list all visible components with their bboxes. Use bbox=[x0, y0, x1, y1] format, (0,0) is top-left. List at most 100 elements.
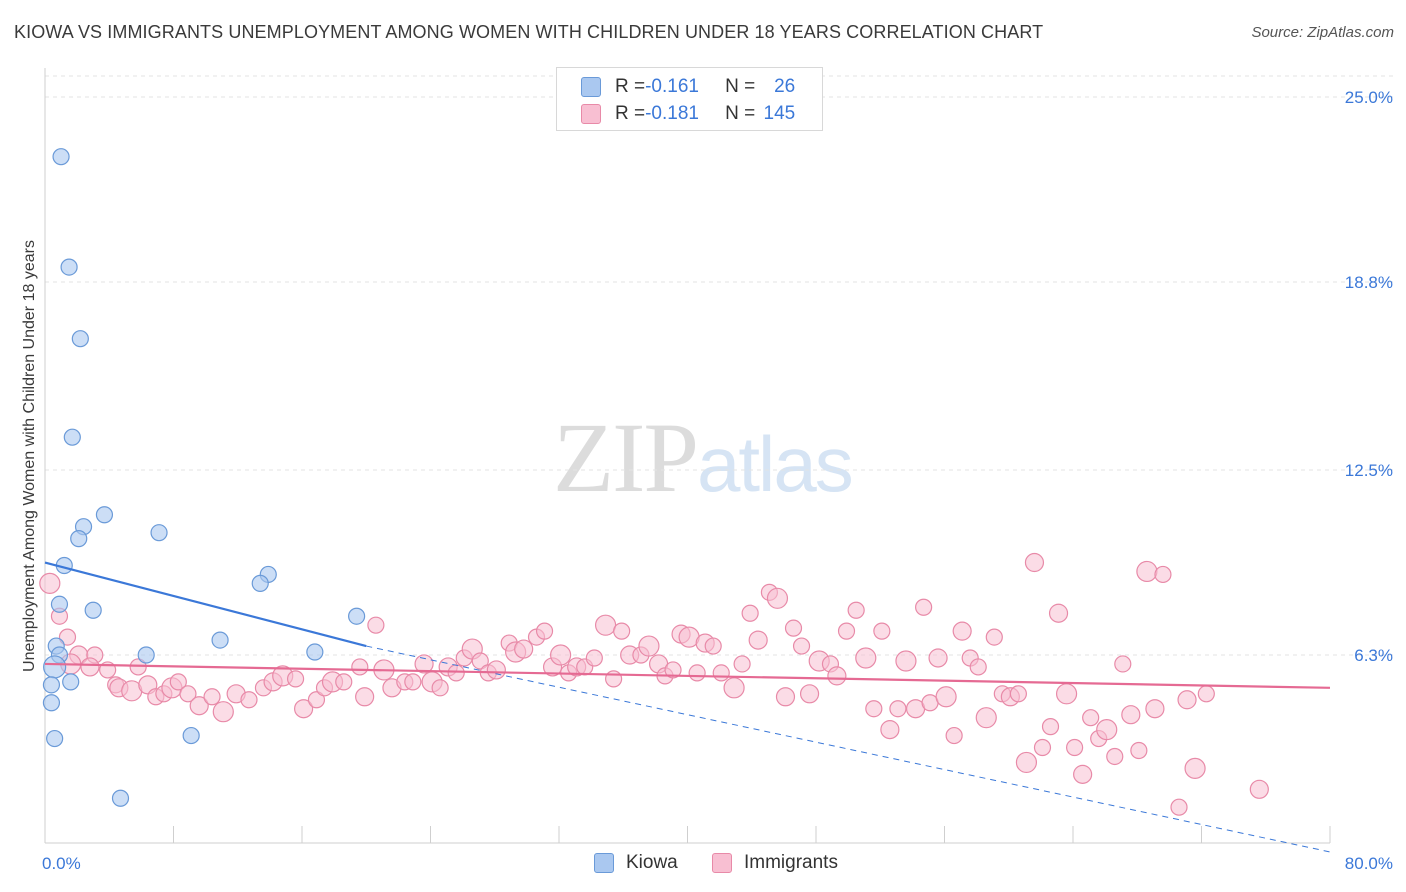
legend-n-label: N = bbox=[725, 103, 756, 124]
immigrants-point bbox=[847, 601, 865, 619]
legend-swatch-immigrants bbox=[581, 104, 601, 124]
legend-r-label: R = bbox=[615, 103, 646, 124]
immigrants-point bbox=[952, 621, 972, 641]
immigrants-point bbox=[799, 684, 820, 704]
immigrants-point bbox=[1096, 719, 1118, 741]
kiowa-trend-extension bbox=[366, 645, 1331, 853]
immigrants-point bbox=[741, 604, 759, 622]
immigrants-point bbox=[1073, 764, 1093, 784]
immigrants-point bbox=[585, 649, 603, 667]
kiowa-point bbox=[95, 506, 114, 524]
watermark-zip: ZIP bbox=[553, 402, 699, 513]
series-legend-kiowa: Kiowa bbox=[594, 852, 678, 874]
immigrants-point bbox=[975, 707, 997, 729]
series-legend: Kiowa Immigrants bbox=[0, 852, 1406, 876]
immigrants-point bbox=[80, 657, 100, 677]
immigrants-point bbox=[880, 720, 900, 740]
watermark: ZIPatlas bbox=[553, 400, 854, 515]
immigrants-point bbox=[1130, 741, 1148, 760]
legend-row-kiowa: R = -0.161 N = 26 bbox=[581, 75, 795, 99]
immigrants-point bbox=[240, 691, 258, 709]
immigrants-point bbox=[179, 685, 197, 703]
x-tick-label: 0.0% bbox=[42, 854, 81, 873]
immigrants-point bbox=[1170, 798, 1188, 816]
immigrants-point bbox=[431, 679, 449, 697]
immigrants-point bbox=[605, 670, 623, 688]
kiowa-point bbox=[111, 789, 130, 807]
immigrants-point bbox=[733, 655, 751, 673]
source-label: Source: ZipAtlas.com bbox=[1251, 24, 1394, 41]
immigrants-point bbox=[1015, 751, 1038, 774]
immigrants-point bbox=[594, 614, 617, 636]
immigrants-point bbox=[514, 639, 534, 659]
kiowa-point bbox=[211, 631, 229, 649]
immigrants-point bbox=[827, 666, 847, 686]
immigrants-point bbox=[447, 664, 465, 682]
immigrants-point bbox=[784, 619, 803, 637]
legend-n-label: N = bbox=[725, 76, 756, 97]
immigrants-point bbox=[58, 628, 77, 646]
immigrants-point bbox=[855, 647, 877, 669]
immigrants-point bbox=[873, 622, 891, 640]
immigrants-point bbox=[1136, 560, 1158, 583]
immigrants-point bbox=[638, 635, 660, 657]
immigrants-point bbox=[414, 654, 434, 674]
x-tick-label: 80.0% bbox=[1345, 854, 1393, 873]
kiowa-point bbox=[348, 607, 366, 625]
y-axis-label: Unemployment Among Women with Children U… bbox=[21, 240, 38, 672]
immigrants-point bbox=[748, 630, 768, 650]
immigrants-point bbox=[203, 688, 221, 706]
kiowa-point bbox=[71, 330, 89, 348]
series-legend-immigrants: Immigrants bbox=[712, 852, 838, 874]
immigrants-point bbox=[712, 664, 730, 682]
kiowa-point bbox=[306, 643, 324, 661]
immigrants-point bbox=[1145, 699, 1165, 719]
immigrants-point bbox=[1082, 709, 1100, 727]
series-label-kiowa: Kiowa bbox=[626, 852, 678, 873]
immigrants-point bbox=[613, 622, 631, 640]
kiowa-point bbox=[84, 601, 102, 619]
correlation-legend: R = -0.161 N = 26 R = -0.181 N = 145 bbox=[556, 67, 823, 131]
kiowa-point bbox=[50, 595, 69, 613]
immigrants-point bbox=[1041, 718, 1060, 736]
y-tick-label: 6.3% bbox=[1354, 646, 1393, 665]
legend-swatch-kiowa bbox=[581, 77, 601, 97]
immigrants-point bbox=[1177, 690, 1197, 710]
kiowa-point bbox=[150, 524, 168, 542]
immigrants-point bbox=[129, 658, 147, 676]
immigrants-point bbox=[535, 622, 554, 640]
watermark-atlas: atlas bbox=[697, 420, 854, 508]
immigrants-trend-line bbox=[44, 662, 1331, 689]
chart-title: KIOWA VS IMMIGRANTS UNEMPLOYMENT AMONG W… bbox=[14, 22, 1044, 42]
immigrants-point bbox=[355, 687, 375, 707]
immigrants-point bbox=[1114, 655, 1132, 673]
immigrants-point bbox=[792, 637, 811, 655]
kiowa-point bbox=[63, 428, 81, 446]
immigrants-point bbox=[1106, 747, 1124, 766]
immigrants-point bbox=[865, 700, 883, 718]
immigrants-point bbox=[775, 687, 796, 707]
series-swatch-kiowa bbox=[594, 853, 614, 873]
immigrants-point bbox=[39, 572, 61, 594]
kiowa-point bbox=[60, 258, 78, 276]
kiowa-point bbox=[42, 676, 61, 694]
kiowa-point bbox=[46, 729, 64, 748]
immigrants-point bbox=[1055, 683, 1078, 705]
y-tick-label: 18.8% bbox=[1345, 273, 1393, 292]
immigrants-point bbox=[969, 658, 987, 676]
kiowa-point bbox=[62, 673, 80, 691]
immigrants-point bbox=[915, 598, 933, 616]
y-tick-label: 25.0% bbox=[1345, 88, 1393, 107]
immigrants-point bbox=[1154, 565, 1172, 584]
kiowa-point bbox=[137, 646, 155, 664]
kiowa-point bbox=[70, 530, 88, 548]
immigrants-point bbox=[1024, 552, 1045, 573]
immigrants-point bbox=[1197, 685, 1215, 703]
immigrants-point bbox=[1009, 685, 1027, 703]
immigrants-point bbox=[723, 677, 745, 699]
immigrants-point bbox=[367, 616, 385, 634]
immigrants-point bbox=[1033, 738, 1052, 757]
immigrants-point bbox=[1066, 738, 1084, 757]
immigrants-point bbox=[335, 673, 353, 691]
kiowa-point bbox=[42, 694, 61, 712]
